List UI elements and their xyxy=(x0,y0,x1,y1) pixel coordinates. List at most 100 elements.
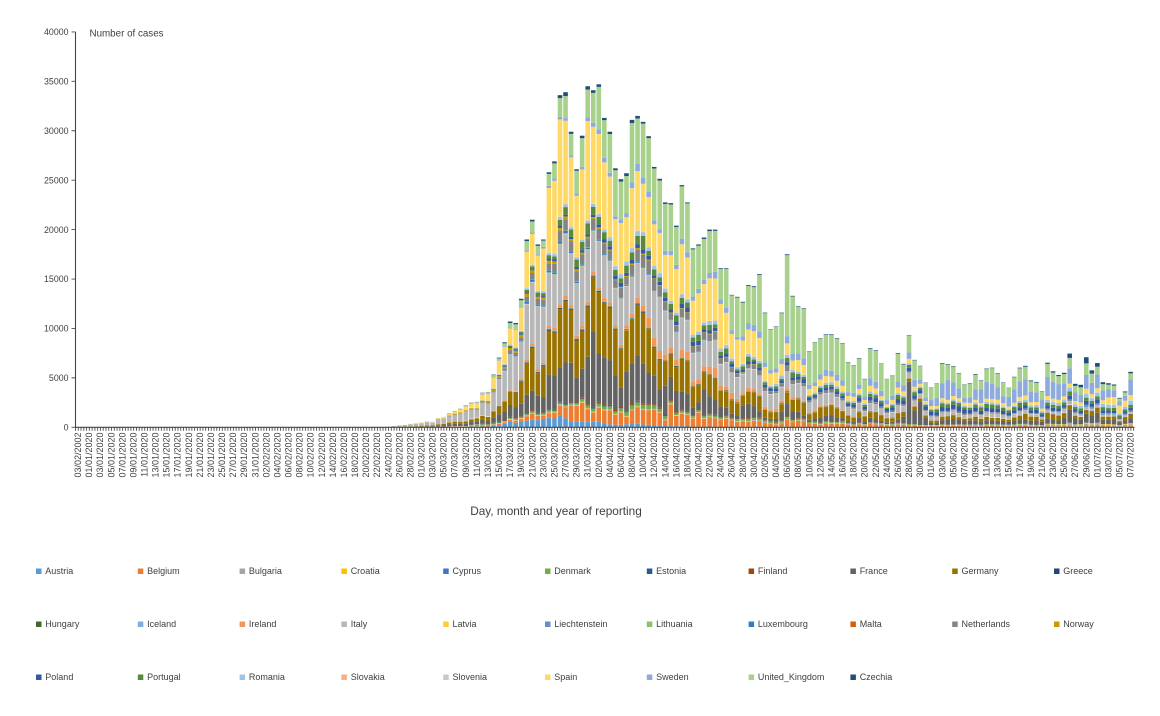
svg-text:08/05/2020: 08/05/2020 xyxy=(793,433,803,478)
svg-text:16/05/2020: 16/05/2020 xyxy=(838,433,848,478)
svg-text:Germany: Germany xyxy=(962,566,1000,576)
svg-text:05/06/2020: 05/06/2020 xyxy=(948,433,958,478)
svg-text:24/05/2020: 24/05/2020 xyxy=(882,433,892,478)
svg-text:06/05/2020: 06/05/2020 xyxy=(782,433,792,478)
svg-text:31/03/2020: 31/03/2020 xyxy=(583,433,593,478)
svg-text:10/02/2020: 10/02/2020 xyxy=(306,433,316,478)
svg-text:25000: 25000 xyxy=(44,175,69,185)
svg-text:Sweden: Sweden xyxy=(656,672,689,682)
svg-text:Czechia: Czechia xyxy=(860,672,893,682)
svg-text:18/04/2020: 18/04/2020 xyxy=(682,433,692,478)
svg-text:10/05/2020: 10/05/2020 xyxy=(804,433,814,478)
svg-text:29/03/2020: 29/03/2020 xyxy=(572,433,582,478)
svg-text:09/03/2020: 09/03/2020 xyxy=(461,433,471,478)
svg-text:20/04/2020: 20/04/2020 xyxy=(694,433,704,478)
svg-text:16/02/2020: 16/02/2020 xyxy=(339,433,349,478)
svg-text:01/07/2020: 01/07/2020 xyxy=(1092,433,1102,478)
svg-text:Latvia: Latvia xyxy=(453,619,477,629)
svg-text:23/03/2020: 23/03/2020 xyxy=(538,433,548,478)
svg-text:28/04/2020: 28/04/2020 xyxy=(738,433,748,478)
svg-text:07/03/2020: 07/03/2020 xyxy=(450,433,460,478)
svg-text:Romania: Romania xyxy=(249,672,285,682)
svg-text:07/01/2020: 07/01/2020 xyxy=(117,433,127,478)
svg-text:27/01/2020: 27/01/2020 xyxy=(228,433,238,478)
svg-text:14/05/2020: 14/05/2020 xyxy=(826,433,836,478)
svg-text:09/06/2020: 09/06/2020 xyxy=(971,433,981,478)
svg-text:30000: 30000 xyxy=(44,126,69,136)
svg-text:21/06/2020: 21/06/2020 xyxy=(1037,433,1047,478)
svg-text:16/04/2020: 16/04/2020 xyxy=(671,433,681,478)
svg-text:24/04/2020: 24/04/2020 xyxy=(716,433,726,478)
svg-text:Cyprus: Cyprus xyxy=(453,566,482,576)
svg-text:05/03/2020: 05/03/2020 xyxy=(439,433,449,478)
svg-text:31/01/2020: 31/01/2020 xyxy=(250,433,260,478)
svg-text:17/01/2020: 17/01/2020 xyxy=(173,433,183,478)
svg-text:29/06/2020: 29/06/2020 xyxy=(1081,433,1091,478)
svg-text:03/03/2020: 03/03/2020 xyxy=(428,433,438,478)
svg-text:18/02/2020: 18/02/2020 xyxy=(350,433,360,478)
svg-text:19/06/2020: 19/06/2020 xyxy=(1026,433,1036,478)
svg-text:20000: 20000 xyxy=(44,225,69,235)
svg-text:07/07/2020: 07/07/2020 xyxy=(1126,433,1136,478)
svg-text:03/06/2020: 03/06/2020 xyxy=(937,433,947,478)
svg-text:26/05/2020: 26/05/2020 xyxy=(893,433,903,478)
svg-text:01/01/2020: 01/01/2020 xyxy=(84,433,94,478)
svg-text:Luxembourg: Luxembourg xyxy=(758,619,808,629)
svg-text:10000: 10000 xyxy=(44,324,69,334)
svg-text:23/06/2020: 23/06/2020 xyxy=(1048,433,1058,478)
svg-text:11/06/2020: 11/06/2020 xyxy=(982,433,992,477)
svg-text:15/03/2020: 15/03/2020 xyxy=(494,433,504,478)
svg-text:Greece: Greece xyxy=(1063,566,1093,576)
svg-text:Portugal: Portugal xyxy=(147,672,181,682)
svg-text:18/05/2020: 18/05/2020 xyxy=(849,433,859,478)
svg-text:12/04/2020: 12/04/2020 xyxy=(649,433,659,478)
svg-text:Ireland: Ireland xyxy=(249,619,277,629)
svg-text:21/03/2020: 21/03/2020 xyxy=(527,433,537,478)
svg-text:Denmark: Denmark xyxy=(554,566,591,576)
svg-text:15000: 15000 xyxy=(44,274,69,284)
svg-text:25/01/2020: 25/01/2020 xyxy=(217,433,227,478)
svg-text:23/01/2020: 23/01/2020 xyxy=(206,433,216,478)
svg-text:5000: 5000 xyxy=(49,373,69,383)
svg-text:30/04/2020: 30/04/2020 xyxy=(749,433,759,478)
svg-text:13/01/2020: 13/01/2020 xyxy=(151,433,161,478)
svg-text:Iceland: Iceland xyxy=(147,619,176,629)
svg-text:Day, month and year of reporti: Day, month and year of reporting xyxy=(470,504,642,518)
svg-text:Slovenia: Slovenia xyxy=(453,672,488,682)
svg-text:24/02/2020: 24/02/2020 xyxy=(383,433,393,478)
svg-text:29/01/2020: 29/01/2020 xyxy=(239,433,249,478)
svg-text:Italy: Italy xyxy=(351,619,368,629)
svg-text:17/06/2020: 17/06/2020 xyxy=(1015,433,1025,478)
svg-text:01/06/2020: 01/06/2020 xyxy=(926,433,936,478)
svg-text:04/04/2020: 04/04/2020 xyxy=(605,433,615,478)
svg-text:30/05/2020: 30/05/2020 xyxy=(915,433,925,478)
svg-text:28/05/2020: 28/05/2020 xyxy=(904,433,914,478)
svg-text:05/01/2020: 05/01/2020 xyxy=(106,433,116,478)
svg-text:Malta: Malta xyxy=(860,619,882,629)
svg-text:03/02/2002: 03/02/2002 xyxy=(73,433,83,478)
svg-text:26/02/2020: 26/02/2020 xyxy=(394,433,404,478)
svg-text:08/02/2020: 08/02/2020 xyxy=(295,433,305,478)
svg-text:Liechtenstein: Liechtenstein xyxy=(554,619,607,629)
svg-text:Austria: Austria xyxy=(45,566,73,576)
svg-text:11/03/2020: 11/03/2020 xyxy=(472,433,482,477)
svg-text:11/01/2020: 11/01/2020 xyxy=(140,433,150,477)
svg-text:Spain: Spain xyxy=(554,672,577,682)
svg-text:France: France xyxy=(860,566,888,576)
svg-text:15/01/2020: 15/01/2020 xyxy=(162,433,172,478)
svg-text:21/01/2020: 21/01/2020 xyxy=(195,433,205,478)
svg-text:12/02/2020: 12/02/2020 xyxy=(317,433,327,478)
svg-text:26/04/2020: 26/04/2020 xyxy=(727,433,737,478)
svg-text:06/04/2020: 06/04/2020 xyxy=(616,433,626,478)
svg-text:Slovakia: Slovakia xyxy=(351,672,385,682)
svg-text:35000: 35000 xyxy=(44,77,69,87)
svg-text:04/05/2020: 04/05/2020 xyxy=(771,433,781,478)
svg-text:Belgium: Belgium xyxy=(147,566,180,576)
svg-text:Estonia: Estonia xyxy=(656,566,686,576)
svg-text:United_Kingdom: United_Kingdom xyxy=(758,672,825,682)
svg-text:05/07/2020: 05/07/2020 xyxy=(1115,433,1125,478)
svg-text:19/01/2020: 19/01/2020 xyxy=(184,433,194,478)
svg-text:06/02/2020: 06/02/2020 xyxy=(284,433,294,478)
svg-text:Croatia: Croatia xyxy=(351,566,380,576)
svg-text:25/03/2020: 25/03/2020 xyxy=(549,433,559,478)
